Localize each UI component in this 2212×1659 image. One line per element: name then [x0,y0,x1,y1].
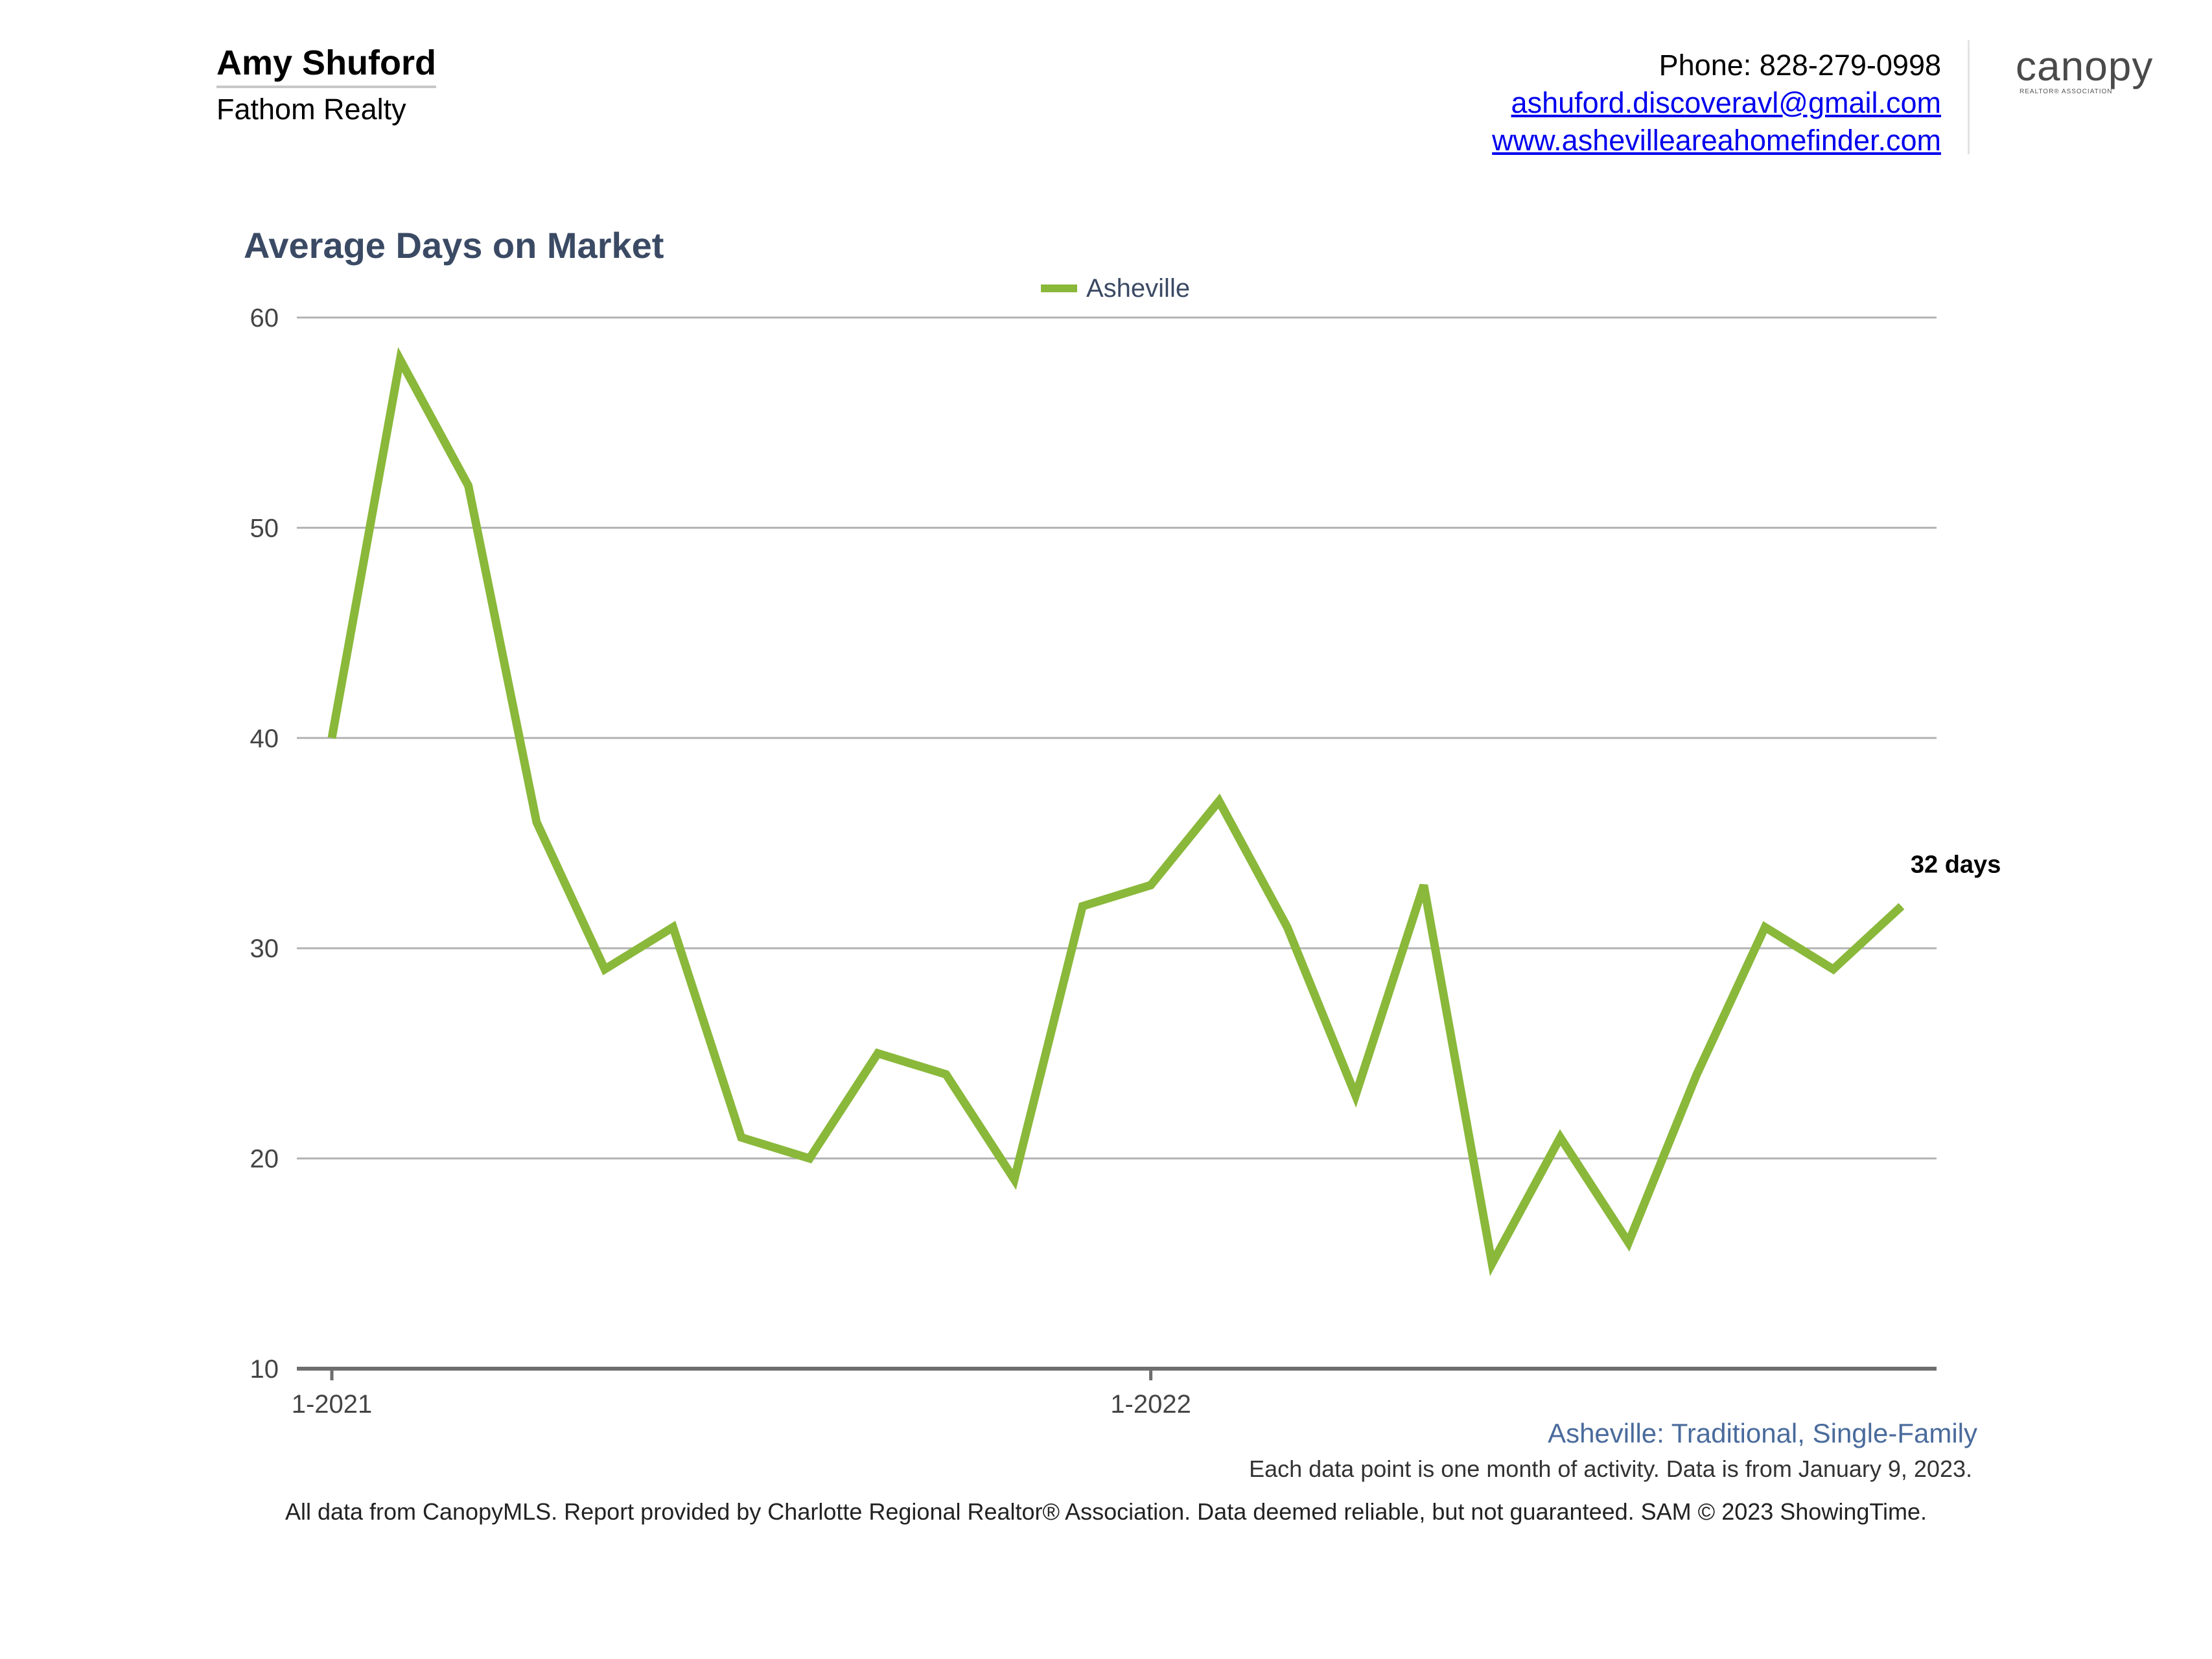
header-divider [1968,40,1970,154]
data-point [1082,905,1083,907]
data-point [1559,1137,1561,1138]
y-tick-label: 20 [250,1145,279,1174]
data-point [1355,1095,1356,1096]
data-point [809,1158,810,1159]
y-tick-label: 60 [250,304,279,332]
legend-swatch [1041,284,1077,292]
chart-subtitle: Asheville: Traditional, Single-Family [1548,1418,1977,1448]
y-tick-label: 50 [250,514,279,542]
x-tick-label: 1-2022 [1110,1390,1191,1419]
end-value-label: 32 days [1911,851,2001,878]
canopy-logo: canopy REALTOR® ASSOCIATION [2016,45,2158,104]
y-tick-label: 40 [250,725,279,753]
contact-block: Phone: 828-279-0998 ashuford.discoveravl… [1492,47,1941,159]
data-point [1218,800,1220,802]
gridlines [297,316,1937,1160]
data-point [1491,1263,1493,1264]
data-point [1901,905,1902,907]
logo-wordmark: canopy [2016,43,2154,89]
chart-legend: Asheville [1041,272,1190,305]
data-note: Each data point is one month of activity… [1249,1456,1972,1482]
data-point [399,359,401,360]
footer-disclaimer: All data from CanopyMLS. Report provided… [285,1498,1927,1525]
agent-name: Amy Shuford [216,43,437,89]
data-point [1628,1242,1629,1243]
y-tick-label: 30 [250,934,279,963]
phone-number: Phone: 828-279-0998 [1659,49,1941,82]
series-line-asheville [327,347,1905,1277]
data-point [1014,1179,1015,1180]
x-tick-label: 1-2021 [292,1390,373,1419]
website-link[interactable]: www.ashevilleareahomefinder.com [1492,124,1941,157]
legend-label: Asheville [1086,273,1191,303]
series-layer [327,347,1905,1277]
axes [297,1367,1937,1380]
y-tick-label: 10 [250,1355,279,1384]
agent-company: Fathom Realty [216,93,406,126]
labels: 10 20 30 40 50 60 1-2021 1-2022 32 days [250,304,2001,1419]
data-point [468,485,469,487]
logo-subtext: REALTOR® ASSOCIATION [2020,88,2113,95]
chart-title: Average Days on Market [244,225,664,266]
email-link[interactable]: ashuford.discoveravl@gmail.com [1511,86,1941,119]
